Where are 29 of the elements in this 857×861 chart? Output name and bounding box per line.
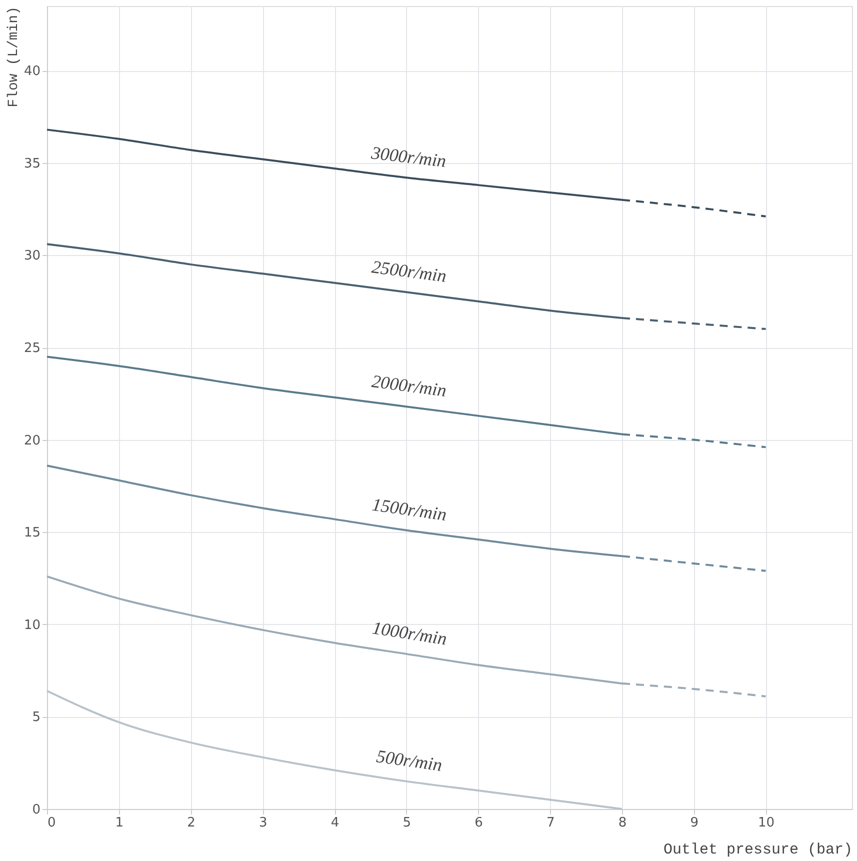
x-tick-label: 2 (187, 816, 196, 830)
x-tick-label: 1 (115, 816, 124, 830)
x-tick-label: 6 (474, 816, 483, 830)
y-tick-label: 30 (24, 248, 40, 264)
x-tick-label: 8 (618, 816, 627, 830)
text: 3000r/min (369, 142, 448, 172)
y-tick-label: 15 (24, 526, 40, 541)
text: 1000r/min (370, 618, 448, 649)
x-tick-label: 7 (546, 816, 555, 830)
y-tick-label: 0 (32, 802, 40, 818)
x-axis-title: Outlet pressure (bar) (663, 842, 852, 858)
text: 2500r/min (370, 256, 448, 286)
y-tick-label: 20 (24, 433, 40, 448)
text: 500r/min (375, 746, 444, 776)
x-tick-label: 3 (258, 816, 268, 830)
y-tick-label: 40 (24, 64, 40, 80)
text: 1500r/min (370, 494, 448, 525)
text: 2000r/min (370, 371, 448, 400)
y-tick-label: 10 (24, 618, 40, 633)
x-tick-label: 5 (402, 816, 412, 830)
x-tick-label: 0 (48, 816, 56, 830)
y-tick-label: 5 (32, 710, 40, 726)
y-axis-title: Flow (L/min) (6, 6, 22, 108)
x-tick-label: 10 (758, 816, 775, 830)
y-tick-label: 25 (24, 341, 40, 356)
x-tick-label: 4 (330, 816, 340, 830)
line-series (46, 690, 623, 810)
y-tick-label: 35 (24, 156, 40, 172)
x-tick-label: 9 (690, 816, 699, 830)
